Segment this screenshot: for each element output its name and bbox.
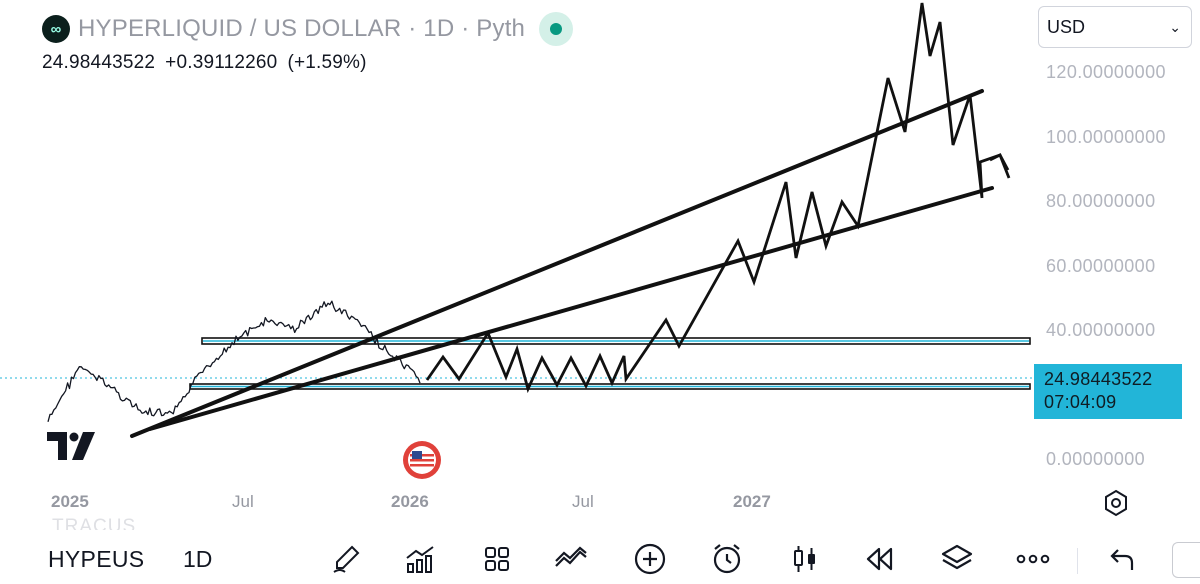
chevron-down-icon: ⌄	[1169, 18, 1181, 35]
bar-countdown: 07:04:09	[1044, 392, 1117, 412]
price-tick: 80.00000000	[1046, 191, 1156, 211]
lower-trend-line[interactable]	[148, 186, 994, 431]
hyperliquid-logo-icon: ∞	[42, 15, 70, 43]
symbol-button[interactable]: HYPEUS	[48, 546, 145, 572]
current-price-label: 24.98443522 07:04:09	[1034, 364, 1182, 419]
market-status-dot	[550, 23, 563, 35]
symbol-legend[interactable]: ∞ HYPERLIQUID / US DOLLAR · 1D · Pyth	[42, 12, 574, 46]
price-tick: 0.00000000	[1046, 449, 1146, 469]
support-band[interactable]	[189, 383, 1031, 390]
redo-button[interactable]	[1172, 542, 1200, 578]
chart-settings-icon[interactable]	[1103, 489, 1129, 517]
replay-icon[interactable]	[861, 542, 897, 576]
resistance-band[interactable]	[201, 337, 1031, 345]
price-tick: 100.00000000	[1046, 127, 1166, 147]
time-tick: 2025	[51, 492, 89, 511]
currency-select[interactable]: USD ⌄	[1038, 6, 1192, 48]
price-change-percent: (+1.59%)	[287, 52, 367, 73]
projection-arrowhead	[989, 153, 1010, 171]
bottom-toolbar: HYPEUS 1D	[0, 530, 1200, 584]
add-icon[interactable]	[632, 542, 668, 576]
layers-icon[interactable]	[939, 542, 975, 576]
time-tick: 2027	[733, 492, 771, 511]
price-change: +0.39112260	[165, 52, 278, 73]
current-price-value: 24.98443522	[1044, 369, 1153, 389]
time-tick: Jul	[232, 492, 254, 511]
compare-icon[interactable]	[553, 542, 589, 576]
toolbar-divider	[1077, 548, 1078, 574]
chart-area[interactable]: ∞ HYPERLIQUID / US DOLLAR · 1D · Pyth 24…	[0, 0, 1200, 537]
indicators-icon[interactable]	[402, 542, 438, 576]
candles-icon[interactable]	[787, 542, 823, 576]
last-price: 24.98443522	[42, 52, 156, 73]
alert-icon[interactable]	[709, 542, 745, 576]
tradingview-logo-icon	[47, 432, 95, 460]
layouts-icon[interactable]	[479, 542, 515, 576]
time-tick: Jul	[572, 492, 594, 511]
time-tick: 2026	[391, 492, 429, 511]
price-tick: 60.00000000	[1046, 256, 1156, 276]
price-summary: 24.98443522 +0.39112260 (+1.59%)	[42, 52, 377, 74]
price-chart[interactable]	[0, 0, 1200, 522]
upper-trend-line[interactable]	[130, 89, 984, 438]
undo-icon[interactable]	[1105, 542, 1141, 576]
currency-value: USD	[1047, 16, 1086, 37]
us-flag-icon[interactable]	[402, 440, 442, 480]
more-icon[interactable]	[1015, 542, 1051, 576]
interval-button[interactable]: 1D	[183, 546, 213, 572]
projection-path[interactable]	[425, 2, 1011, 394]
market-status-icon[interactable]	[539, 12, 574, 46]
symbol-title[interactable]: HYPERLIQUID / US DOLLAR · 1D · Pyth	[78, 15, 526, 42]
price-tick: 120.00000000	[1046, 62, 1166, 82]
price-series-line	[47, 300, 421, 422]
price-tick: 40.00000000	[1046, 320, 1156, 340]
brush-icon[interactable]	[328, 542, 364, 576]
